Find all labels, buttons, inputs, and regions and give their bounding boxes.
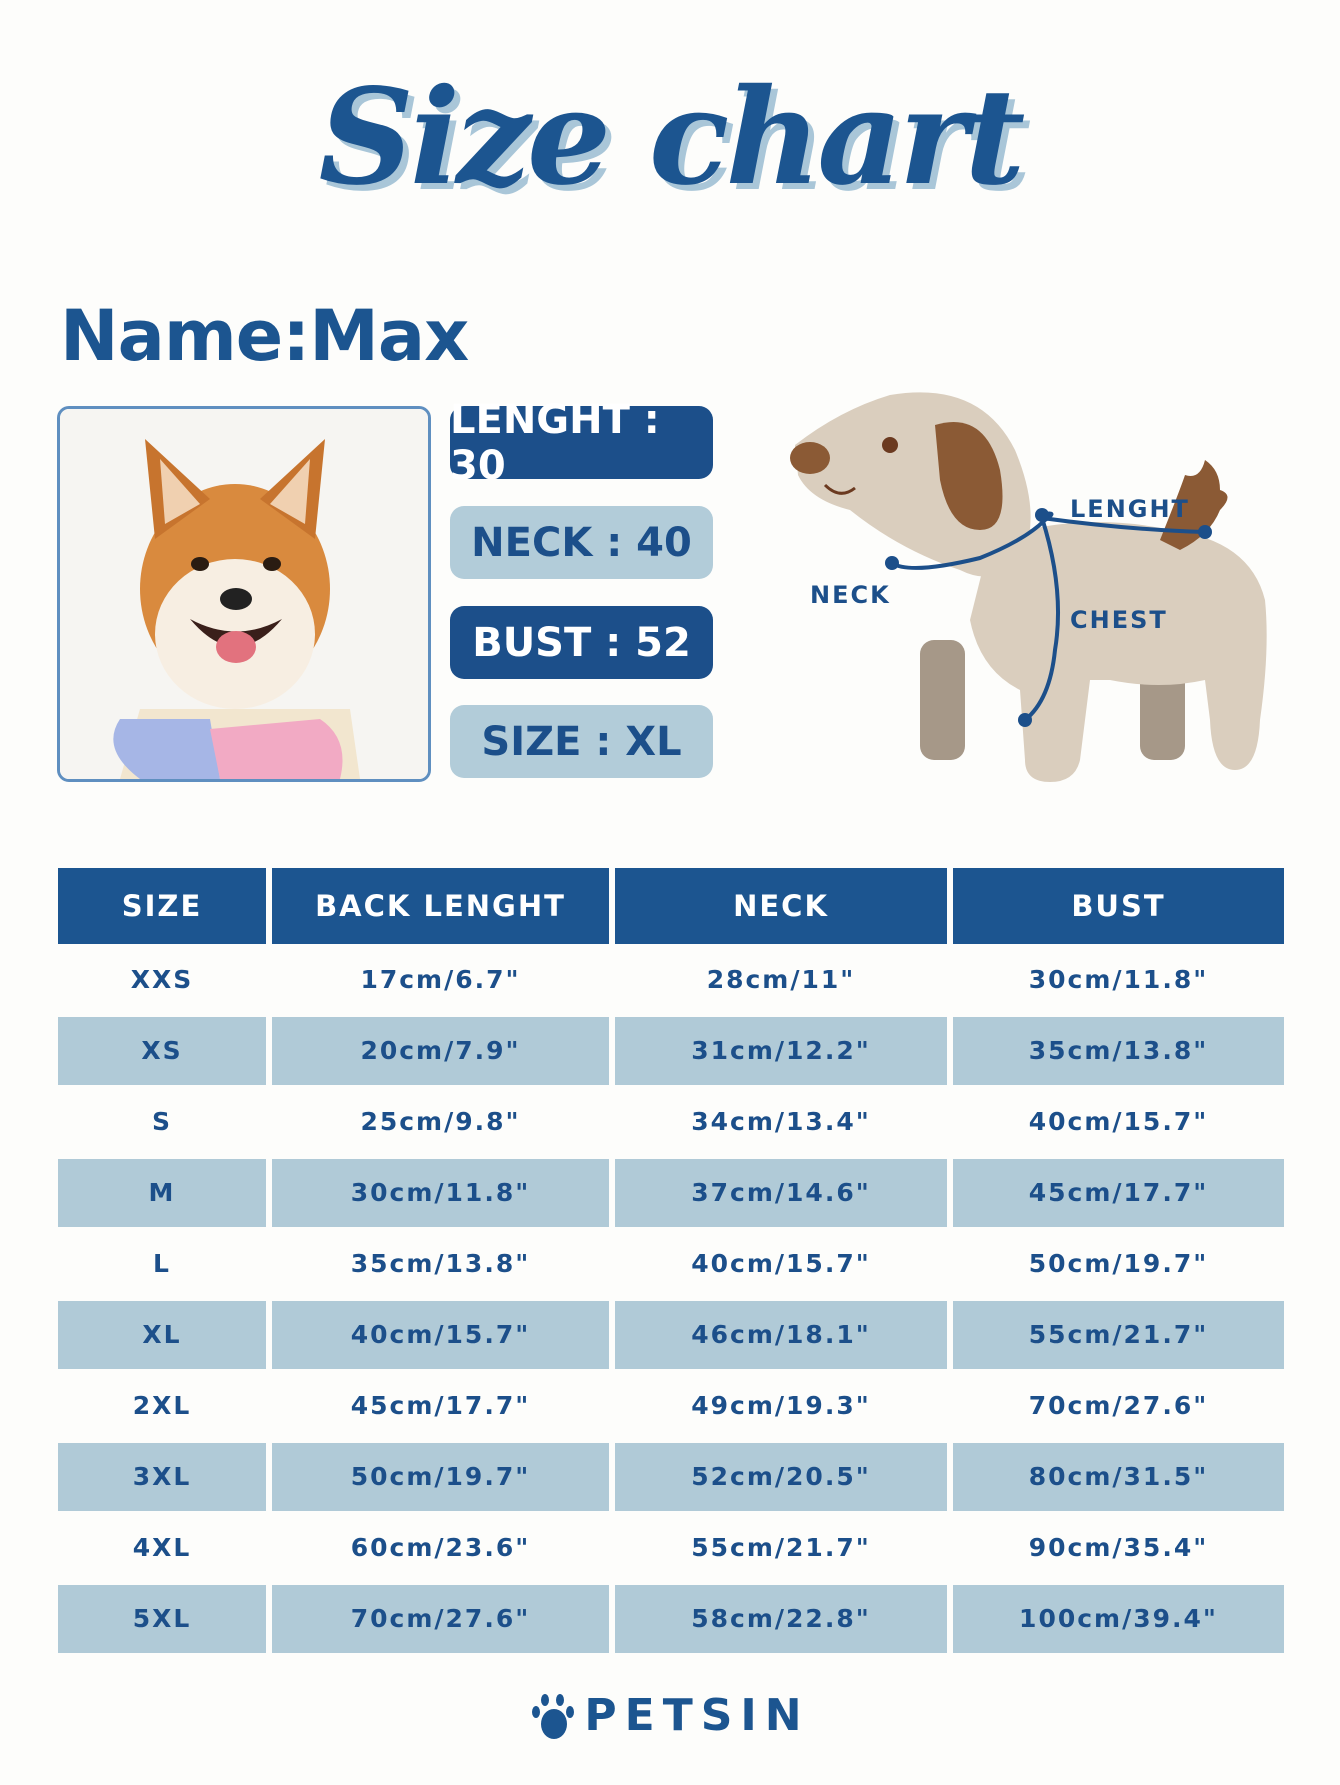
neck-label: NECK: [810, 581, 891, 609]
chest-label: CHEST: [1070, 606, 1168, 634]
cell-bust: 70cm/27.6": [1028, 1391, 1209, 1420]
table-row: M 30cm/11.8" 37cm/14.6" 45cm/17.7": [58, 1157, 1284, 1228]
cell-bust: 40cm/15.7": [1028, 1107, 1209, 1136]
table-row: L 35cm/13.8" 40cm/15.7" 50cm/19.7": [58, 1228, 1280, 1299]
cell-size: 2XL: [132, 1391, 192, 1420]
cell-back-length: 50cm/19.7": [272, 1442, 609, 1511]
length-label: LENGHT: [1070, 495, 1190, 523]
cell-size: 5XL: [58, 1584, 266, 1653]
cell-back-length: 40cm/15.7": [272, 1300, 609, 1369]
cell-bust: 55cm/21.7": [953, 1300, 1284, 1369]
size-pill: SIZE : XL: [450, 705, 713, 778]
paw-icon: [532, 1693, 575, 1739]
neck-pill: NECK : 40: [450, 506, 713, 579]
cell-neck: 52cm/20.5": [615, 1442, 947, 1511]
bust-pill: BUST : 52: [450, 606, 713, 679]
cell-size: 4XL: [132, 1533, 192, 1562]
dog-measurement-diagram: LENGHT NECK CHEST: [780, 390, 1290, 790]
cell-neck: 49cm/19.3": [691, 1391, 871, 1420]
cell-neck: 31cm/12.2": [615, 1016, 947, 1085]
cell-back-length: 25cm/9.8": [360, 1107, 521, 1136]
cell-back-length: 45cm/17.7": [350, 1391, 531, 1420]
header-size: SIZE: [58, 868, 266, 944]
size-table: SIZE BACK LENGHT NECK BUST XXS 17cm/6.7" 2…: [58, 868, 1284, 1654]
table-row: 2XL 45cm/17.7" 49cm/19.3" 70cm/27.6": [58, 1370, 1280, 1441]
table-row: S 25cm/9.8" 34cm/13.4" 40cm/15.7": [58, 1086, 1280, 1157]
cell-bust: 50cm/19.7": [1028, 1249, 1209, 1278]
cell-neck: 28cm/11": [706, 965, 856, 994]
cell-back-length: 30cm/11.8": [272, 1158, 609, 1227]
cell-size: XXS: [130, 965, 194, 994]
cell-neck: 58cm/22.8": [615, 1584, 947, 1653]
cell-bust: 100cm/39.4": [953, 1584, 1284, 1653]
cell-bust: 80cm/31.5": [953, 1442, 1284, 1511]
cell-neck: 46cm/18.1": [615, 1300, 947, 1369]
table-row: 4XL 60cm/23.6" 55cm/21.7" 90cm/35.4": [58, 1512, 1280, 1583]
header-back-length: BACK LENGHT: [272, 868, 609, 944]
cell-size: L: [153, 1249, 171, 1278]
header-neck: NECK: [615, 868, 947, 944]
cell-size: XS: [58, 1016, 266, 1085]
table-row: XXS 17cm/6.7" 28cm/11" 30cm/11.8": [58, 944, 1280, 1015]
brand-logo: PETSIN: [0, 1690, 1340, 1741]
cell-size: M: [58, 1158, 266, 1227]
cell-neck: 40cm/15.7": [691, 1249, 871, 1278]
brand-name: PETSIN: [584, 1690, 810, 1741]
cell-bust: 30cm/11.8": [1028, 965, 1209, 994]
header-bust: BUST: [953, 868, 1284, 944]
cell-size: 3XL: [58, 1442, 266, 1511]
table-row: XS 20cm/7.9" 31cm/12.2" 35cm/13.8": [58, 1015, 1284, 1086]
length-pill: LENGHT : 30: [450, 397, 713, 489]
cell-bust: 45cm/17.7": [953, 1158, 1284, 1227]
dog-photo: [57, 406, 431, 782]
cell-back-length: 70cm/27.6": [272, 1584, 609, 1653]
table-row: 5XL 70cm/27.6" 58cm/22.8" 100cm/39.4": [58, 1583, 1284, 1654]
page-title: Size chart: [318, 60, 1026, 215]
table-row: 3XL 50cm/19.7" 52cm/20.5" 80cm/31.5": [58, 1441, 1284, 1512]
table-header: SIZE BACK LENGHT NECK BUST: [58, 868, 1284, 944]
cell-bust: 90cm/35.4": [1028, 1533, 1209, 1562]
cell-size: XL: [58, 1300, 266, 1369]
cell-back-length: 20cm/7.9": [272, 1016, 609, 1085]
pet-name: Name:Max: [60, 295, 469, 377]
cell-bust: 35cm/13.8": [953, 1016, 1284, 1085]
cell-back-length: 17cm/6.7": [360, 965, 521, 994]
table-row: XL 40cm/15.7" 46cm/18.1" 55cm/21.7": [58, 1299, 1284, 1370]
cell-neck: 37cm/14.6": [615, 1158, 947, 1227]
cell-back-length: 35cm/13.8": [350, 1249, 531, 1278]
cell-back-length: 60cm/23.6": [350, 1533, 531, 1562]
cell-size: S: [151, 1107, 172, 1136]
cell-neck: 34cm/13.4": [691, 1107, 871, 1136]
cell-neck: 55cm/21.7": [691, 1533, 871, 1562]
